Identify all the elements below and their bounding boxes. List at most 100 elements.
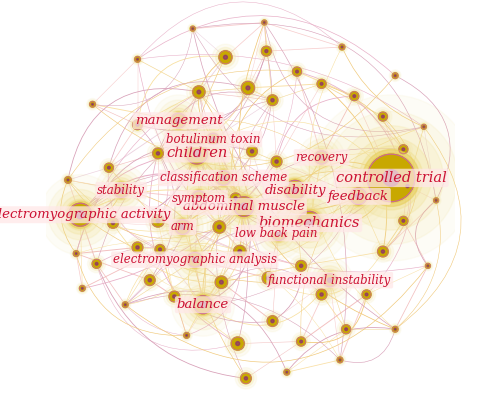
Circle shape (353, 95, 356, 97)
Circle shape (351, 137, 432, 218)
Circle shape (320, 293, 323, 296)
Circle shape (235, 75, 261, 101)
Circle shape (296, 337, 306, 346)
Circle shape (207, 133, 219, 145)
Circle shape (424, 262, 432, 270)
Text: functional instability: functional instability (268, 274, 392, 287)
Circle shape (184, 141, 210, 166)
Circle shape (80, 285, 85, 291)
Circle shape (340, 322, 353, 336)
Circle shape (330, 168, 387, 225)
Circle shape (259, 44, 274, 58)
Circle shape (262, 272, 274, 284)
Circle shape (422, 124, 426, 129)
Circle shape (200, 126, 226, 152)
Circle shape (192, 28, 194, 29)
Circle shape (128, 115, 148, 135)
Circle shape (394, 328, 396, 330)
Circle shape (242, 141, 262, 162)
Circle shape (132, 119, 143, 130)
Circle shape (425, 263, 430, 269)
Circle shape (183, 285, 223, 324)
Circle shape (216, 47, 236, 67)
Text: electromyographic activity: electromyographic activity (0, 208, 170, 221)
Circle shape (134, 56, 140, 62)
Circle shape (340, 178, 376, 214)
Circle shape (102, 161, 116, 175)
Circle shape (336, 41, 348, 53)
Circle shape (132, 54, 143, 65)
Circle shape (397, 175, 418, 197)
Circle shape (172, 295, 176, 298)
Circle shape (158, 100, 199, 141)
Circle shape (286, 371, 288, 373)
Circle shape (185, 250, 204, 270)
Circle shape (337, 320, 355, 338)
Circle shape (282, 368, 291, 376)
Circle shape (234, 197, 254, 216)
Circle shape (345, 328, 348, 330)
Circle shape (166, 289, 182, 304)
Circle shape (290, 203, 329, 243)
Circle shape (186, 80, 211, 104)
Circle shape (162, 207, 203, 247)
Circle shape (182, 247, 208, 272)
Circle shape (234, 245, 246, 258)
Circle shape (188, 252, 202, 267)
Circle shape (356, 193, 361, 199)
Circle shape (215, 276, 228, 288)
Circle shape (178, 178, 220, 219)
Circle shape (224, 55, 228, 59)
Circle shape (70, 248, 82, 259)
Circle shape (268, 163, 322, 218)
Circle shape (203, 157, 244, 198)
Circle shape (87, 99, 99, 110)
Circle shape (192, 86, 205, 98)
Circle shape (171, 113, 186, 128)
Circle shape (152, 215, 164, 227)
Circle shape (155, 245, 165, 254)
Circle shape (55, 189, 106, 240)
Circle shape (350, 91, 359, 101)
Circle shape (350, 188, 367, 205)
Circle shape (170, 214, 195, 240)
Circle shape (423, 261, 433, 271)
Circle shape (308, 95, 474, 261)
Circle shape (348, 185, 370, 207)
Circle shape (396, 143, 410, 156)
Text: management: management (134, 114, 222, 127)
Circle shape (224, 330, 251, 357)
Circle shape (318, 269, 341, 291)
Circle shape (175, 219, 190, 235)
Circle shape (144, 274, 156, 286)
Circle shape (282, 177, 308, 203)
Circle shape (90, 101, 96, 107)
Circle shape (298, 211, 322, 235)
Circle shape (262, 217, 295, 249)
Circle shape (315, 151, 328, 164)
Circle shape (152, 95, 204, 146)
Circle shape (398, 144, 408, 154)
Circle shape (259, 269, 278, 287)
Circle shape (231, 337, 244, 350)
Circle shape (322, 272, 338, 288)
Circle shape (316, 289, 328, 300)
Circle shape (402, 148, 404, 151)
Circle shape (336, 355, 344, 364)
Circle shape (312, 148, 330, 166)
Circle shape (328, 278, 332, 283)
Circle shape (262, 46, 272, 56)
Circle shape (315, 77, 328, 90)
Circle shape (234, 196, 254, 217)
Circle shape (300, 264, 302, 267)
Circle shape (241, 81, 255, 95)
Circle shape (148, 279, 152, 282)
Circle shape (214, 169, 232, 187)
Circle shape (102, 212, 124, 234)
Circle shape (182, 182, 215, 215)
Circle shape (158, 248, 162, 251)
Circle shape (207, 162, 240, 194)
Circle shape (377, 246, 389, 257)
Circle shape (337, 357, 343, 363)
Circle shape (266, 220, 291, 246)
